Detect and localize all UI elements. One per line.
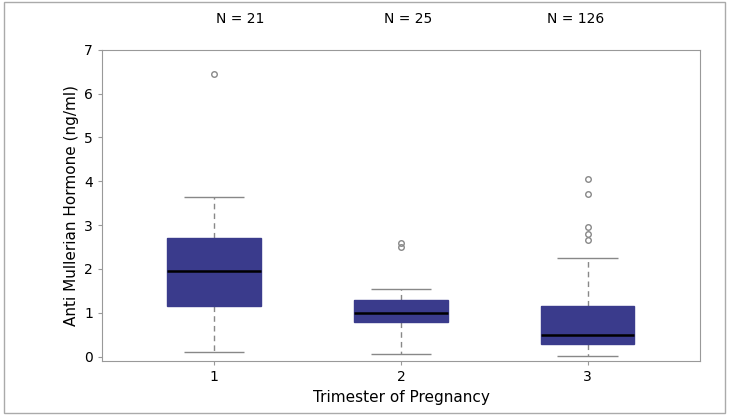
Text: N = 21: N = 21 — [217, 12, 265, 27]
X-axis label: Trimester of Pregnancy: Trimester of Pregnancy — [313, 390, 489, 405]
Text: N = 126: N = 126 — [547, 12, 604, 27]
Bar — [354, 300, 448, 322]
Bar — [354, 300, 448, 322]
Bar — [541, 306, 634, 344]
Bar — [541, 306, 634, 344]
Bar — [168, 238, 261, 306]
Bar — [168, 238, 261, 306]
Y-axis label: Anti Mullerian Hormone (ng/ml): Anti Mullerian Hormone (ng/ml) — [63, 85, 79, 326]
Text: N = 25: N = 25 — [384, 12, 432, 27]
